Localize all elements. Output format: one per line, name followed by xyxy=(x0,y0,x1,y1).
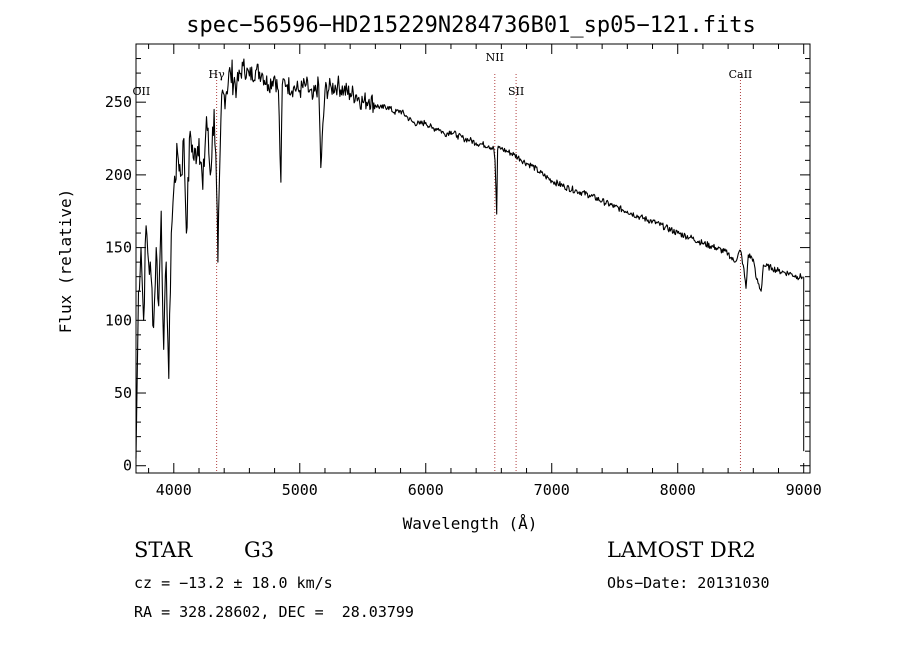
x-tick-label-7000: 7000 xyxy=(534,481,570,499)
line-label-Hγ: Hγ xyxy=(209,68,226,81)
y-tick-label-150: 150 xyxy=(105,239,132,257)
y-tick-label-0: 0 xyxy=(123,457,132,475)
plot-frame xyxy=(135,43,811,474)
object-class: STAR xyxy=(134,538,193,562)
object-subclass: G3 xyxy=(244,538,275,562)
y-tick-label-200: 200 xyxy=(105,166,132,184)
redshift-value: cz = −13.2 ± 18.0 km/s xyxy=(134,574,333,592)
y-tick-label-50: 50 xyxy=(114,384,132,402)
observation-date: Obs−Date: 20131030 xyxy=(607,574,770,592)
line-label-OII: OII xyxy=(133,85,151,98)
line-label-SII: SII xyxy=(508,85,524,98)
x-tick-label-8000: 8000 xyxy=(660,481,696,499)
y-tick-label-250: 250 xyxy=(105,93,132,111)
line-label-NII: NII xyxy=(486,51,504,64)
spectrum-series-line xyxy=(135,58,803,459)
chart-title: spec−56596−HD215229N284736B01_sp05−121.f… xyxy=(186,13,756,38)
line-label-CaII: CaII xyxy=(729,68,753,81)
survey-name: LAMOST DR2 xyxy=(607,538,756,562)
x-axis-label: Wavelength (Å) xyxy=(403,514,538,533)
x-tick-label-5000: 5000 xyxy=(282,481,318,499)
x-tick-label-4000: 4000 xyxy=(156,481,192,499)
y-axis-label: Flux (relative) xyxy=(56,189,75,334)
x-tick-label-6000: 6000 xyxy=(408,481,444,499)
coordinates: RA = 328.28602, DEC = 28.03799 xyxy=(134,603,414,621)
y-tick-label-100: 100 xyxy=(105,311,132,329)
x-tick-label-9000: 9000 xyxy=(786,481,822,499)
